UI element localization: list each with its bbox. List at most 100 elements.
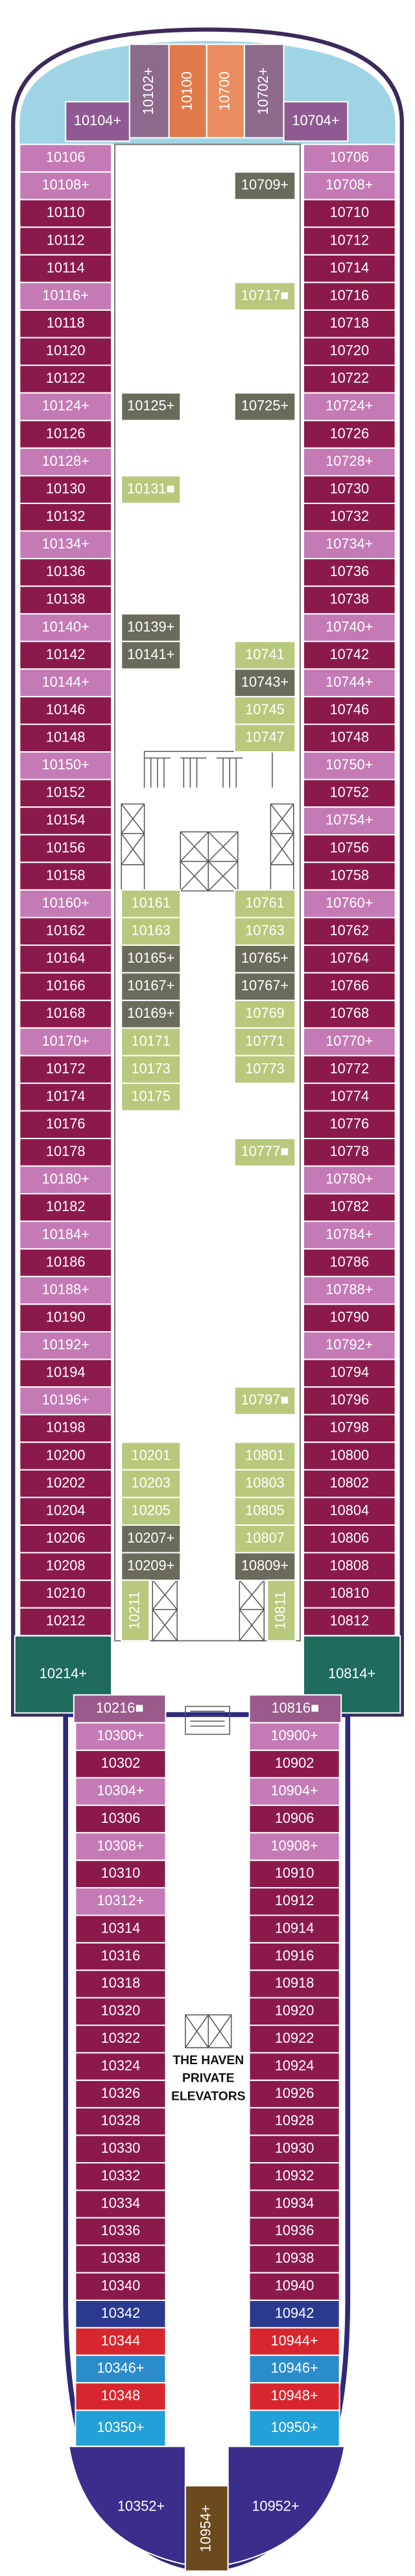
haven-label: THE HAVEN bbox=[172, 2054, 244, 2067]
cabin-label: 10158 bbox=[46, 867, 85, 883]
cabin bbox=[19, 309, 113, 339]
cabin-label: 10942 bbox=[275, 2305, 314, 2321]
cabin bbox=[302, 917, 396, 946]
cabin bbox=[19, 613, 113, 642]
cabin-label: 10709+ bbox=[241, 176, 289, 193]
cabin-label: 10203 bbox=[131, 1475, 170, 1491]
cabin bbox=[233, 1469, 296, 1499]
cabin bbox=[248, 1942, 340, 1971]
cabin-label: 10348 bbox=[101, 2387, 140, 2403]
cabin bbox=[75, 2299, 167, 2329]
cabin bbox=[19, 1524, 113, 1554]
cabin-label: 10754+ bbox=[326, 812, 373, 828]
cabin-label: 10200 bbox=[46, 1447, 85, 1463]
cabin bbox=[302, 585, 396, 615]
cabin-label: 10169+ bbox=[127, 1005, 174, 1021]
cabin-label: 10352+ bbox=[117, 2498, 165, 2514]
cabin bbox=[75, 2272, 167, 2301]
cabin bbox=[302, 1358, 396, 1388]
cabin-label: 10162 bbox=[46, 922, 85, 939]
cabin-label: 10745 bbox=[245, 701, 284, 717]
cabin-label: 10726 bbox=[330, 425, 369, 441]
cabin-label: 10792+ bbox=[326, 1336, 373, 1353]
cabin bbox=[19, 723, 113, 753]
cabin-label: 10302 bbox=[101, 1755, 140, 1771]
cabin bbox=[121, 1441, 182, 1471]
cabin bbox=[302, 1248, 396, 1277]
cabin bbox=[75, 1887, 167, 1916]
cabin-label: 10806 bbox=[330, 1530, 369, 1546]
cabin-label: 10334 bbox=[101, 2195, 140, 2211]
cabin bbox=[302, 861, 396, 891]
cabin-label: 10930 bbox=[275, 2140, 314, 2156]
cabin-label: 10140+ bbox=[42, 618, 89, 634]
cabin bbox=[302, 1138, 396, 1167]
cabin-label: 10732 bbox=[330, 508, 369, 524]
cabin-label: 10300+ bbox=[97, 1727, 144, 1744]
cabin bbox=[302, 365, 396, 394]
cabin-label: 10716 bbox=[330, 287, 369, 303]
cabin bbox=[19, 889, 113, 919]
cabin bbox=[302, 1303, 396, 1333]
cabin-label: 10750+ bbox=[326, 756, 373, 773]
cabin-label: 10728+ bbox=[326, 453, 373, 469]
cabin-label: 10312+ bbox=[97, 1892, 144, 1908]
cabin bbox=[19, 1248, 113, 1277]
cabin-label: 10706 bbox=[330, 149, 369, 165]
cabin bbox=[75, 2162, 167, 2191]
cabin-label: 10131■ bbox=[127, 480, 175, 496]
cabin-label: 10763 bbox=[245, 922, 284, 939]
cabin-label: 10771 bbox=[245, 1033, 284, 1049]
cabin bbox=[19, 282, 113, 311]
cabin-label: 10338 bbox=[101, 2250, 140, 2266]
cabin-label: 10756 bbox=[330, 839, 369, 856]
cabin-label: 10741 bbox=[245, 646, 284, 662]
cabin bbox=[19, 199, 113, 228]
cabin-label: 10174 bbox=[46, 1088, 85, 1104]
cabin bbox=[302, 502, 396, 532]
cabin-label: 10724+ bbox=[326, 398, 373, 414]
cabin bbox=[302, 254, 396, 283]
cabin-label: 10708+ bbox=[326, 176, 373, 193]
cabin-label: 10304+ bbox=[97, 1782, 144, 1798]
aft-stairs bbox=[185, 1705, 232, 2049]
cabin-label: 10308+ bbox=[97, 1837, 144, 1853]
cabin-label: 10807 bbox=[245, 1530, 284, 1546]
cabin-label: 10344 bbox=[101, 2332, 140, 2348]
cabin-label: 10204 bbox=[46, 1502, 85, 1518]
cabin bbox=[19, 1607, 113, 1637]
cabin-label: 10118 bbox=[47, 315, 85, 331]
cabin bbox=[19, 558, 113, 587]
cabin-label: 10712 bbox=[330, 232, 369, 248]
cabin-label: 10210 bbox=[46, 1585, 85, 1601]
cabin-label: 10196+ bbox=[42, 1391, 89, 1408]
cabin bbox=[121, 640, 182, 670]
cabin bbox=[302, 1441, 396, 1471]
cabin bbox=[302, 778, 396, 808]
cabin bbox=[248, 2162, 340, 2191]
cabin bbox=[248, 2134, 340, 2164]
cabin-label: 10774 bbox=[330, 1088, 369, 1104]
cabin bbox=[75, 2327, 167, 2356]
cabin bbox=[302, 1580, 396, 1609]
cabin-label: 10110 bbox=[47, 204, 85, 221]
cabin-label: 10161 bbox=[131, 895, 170, 911]
cabin-label: 10752 bbox=[330, 784, 369, 800]
haven-label: ELEVATORS bbox=[171, 2090, 245, 2104]
cabin-label: 10954+ bbox=[197, 2505, 213, 2552]
cabin bbox=[302, 392, 396, 422]
cabin-label: 10350+ bbox=[97, 2419, 144, 2435]
cabin bbox=[248, 1997, 340, 2027]
cabin bbox=[302, 1220, 396, 1250]
cabin bbox=[233, 282, 296, 311]
cabin bbox=[121, 889, 182, 919]
cabin bbox=[75, 1997, 167, 2027]
cabin-label: 10322 bbox=[101, 2030, 140, 2046]
cabin-label: 10766 bbox=[330, 978, 369, 994]
cabin bbox=[302, 945, 396, 974]
cabin-label: 10758 bbox=[330, 867, 369, 883]
cabin-label: 10178 bbox=[46, 1143, 85, 1159]
cabin bbox=[19, 1165, 113, 1195]
cabin-label: 10201 bbox=[131, 1447, 170, 1463]
